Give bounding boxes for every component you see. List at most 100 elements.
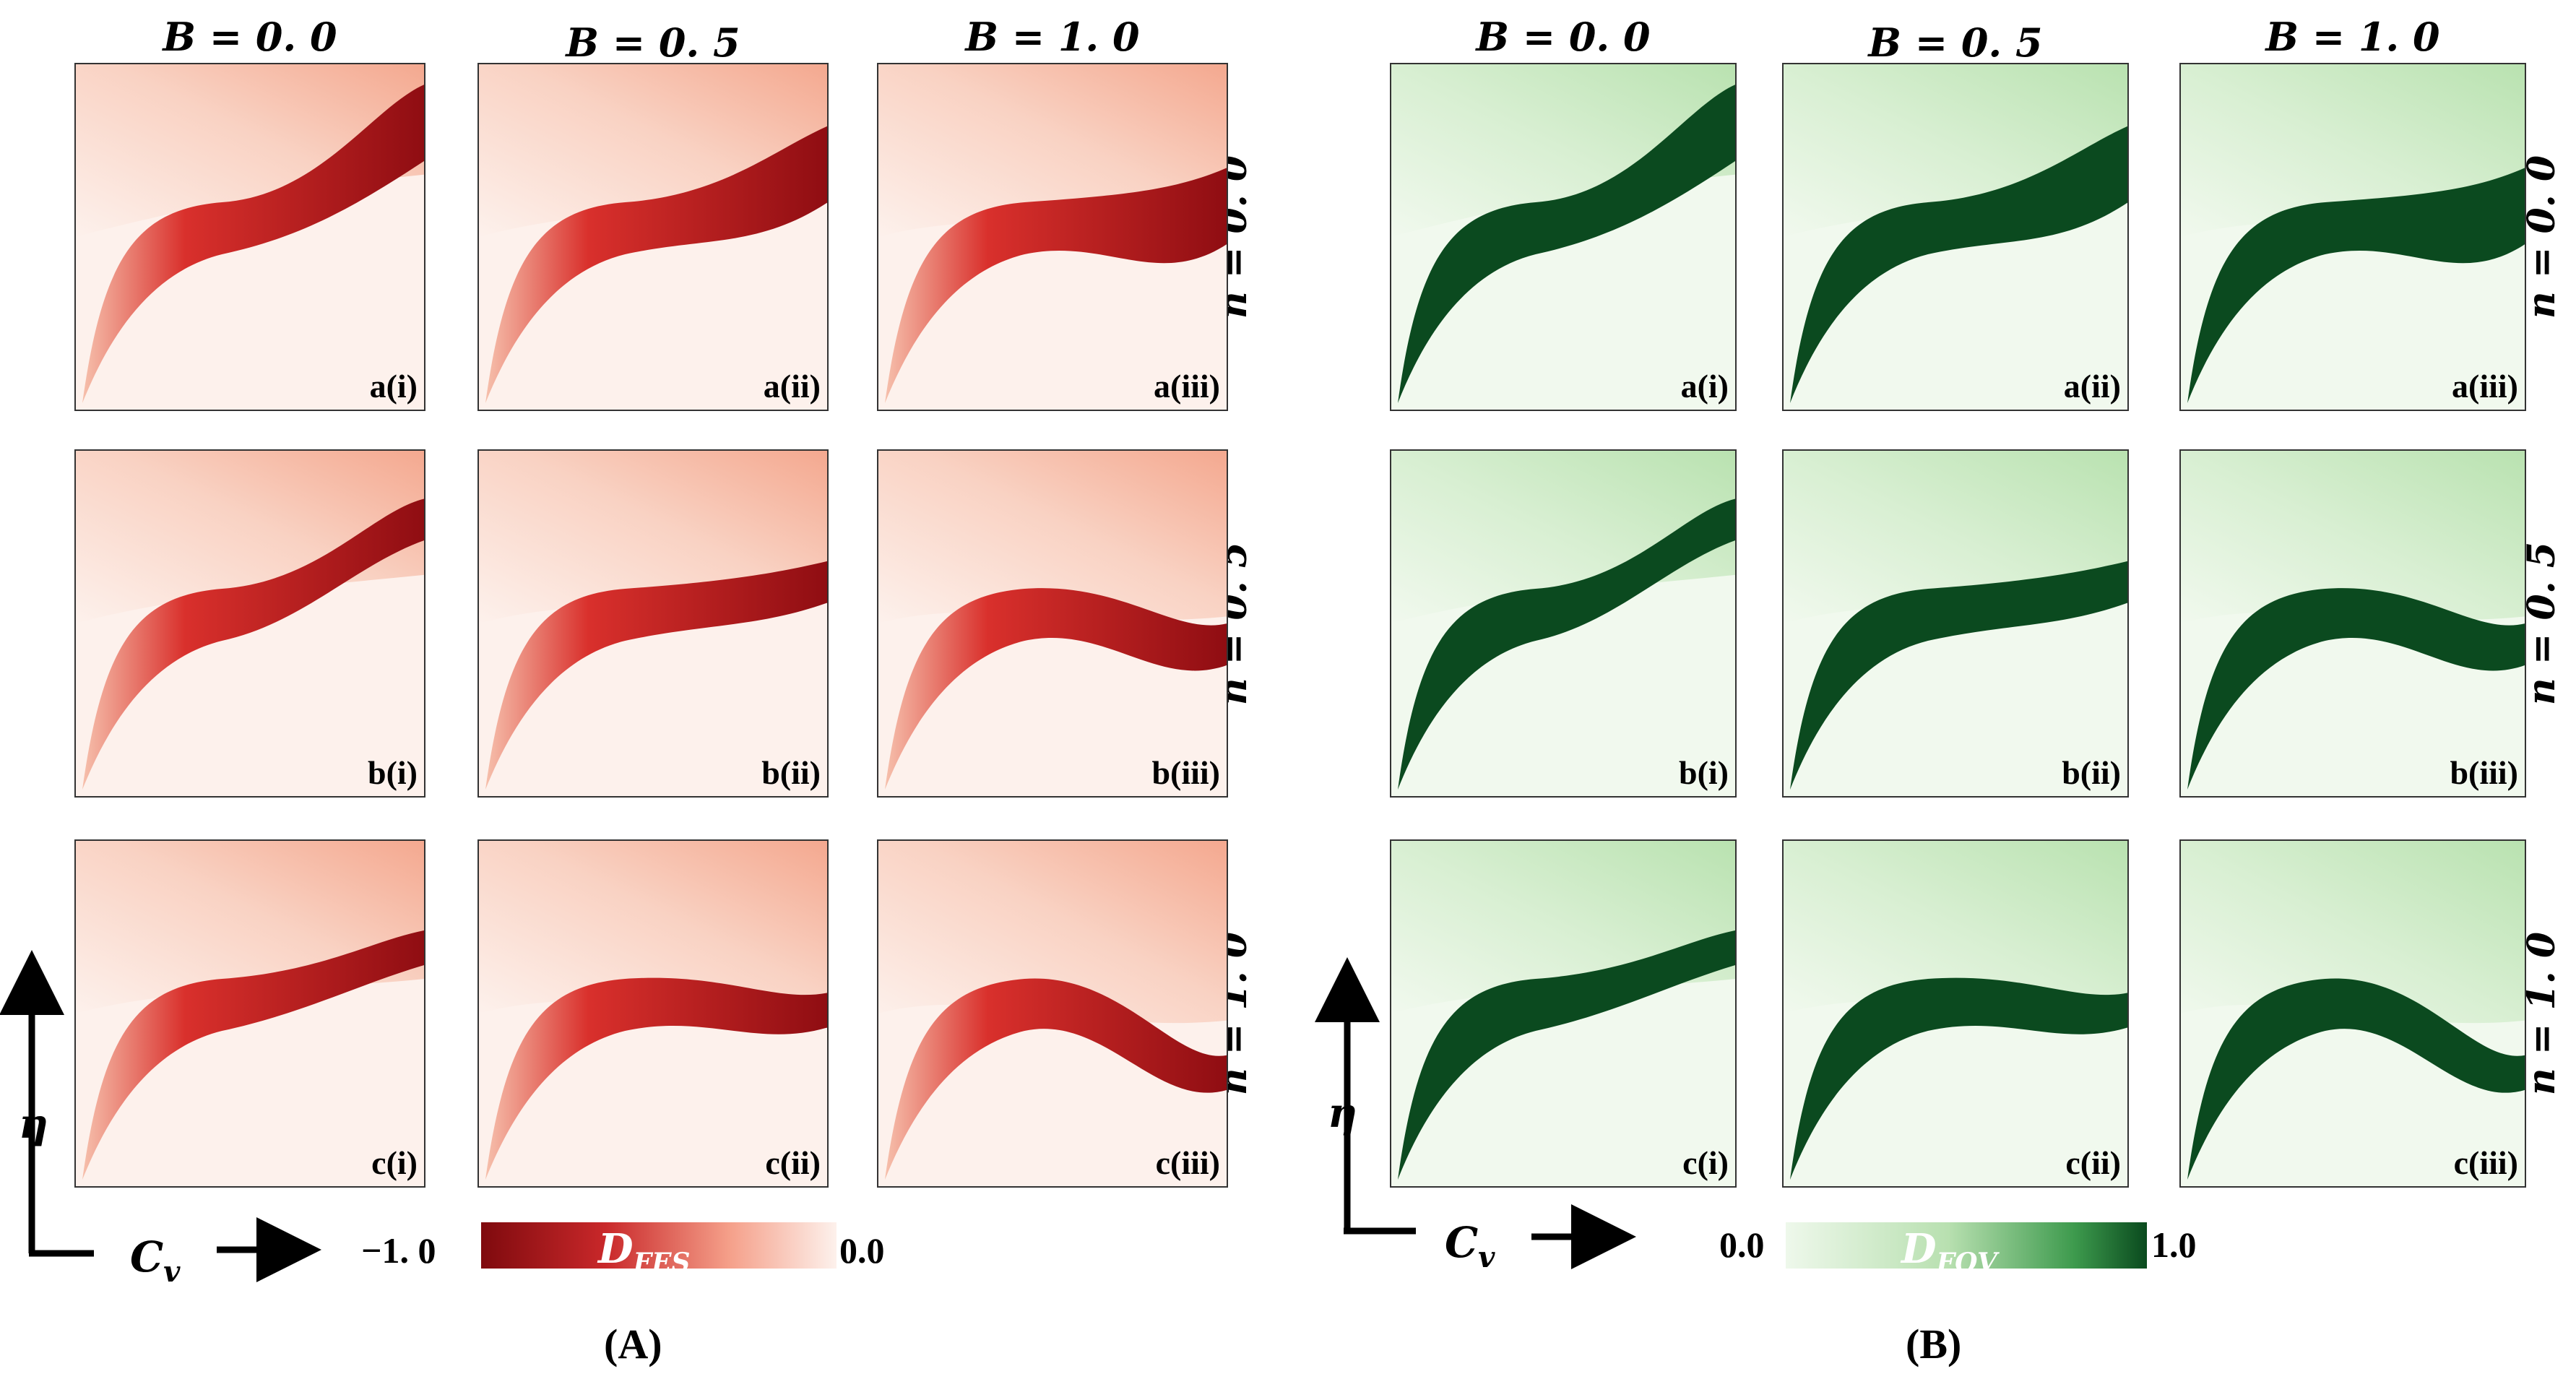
subplot-frame — [1390, 449, 1737, 798]
subplot-frame — [1782, 449, 2129, 798]
col-title: B = 1. 0 — [2264, 14, 2439, 60]
heatmap-band — [1398, 498, 1736, 790]
heatmap-upper-region — [878, 450, 1227, 623]
heatmap-subplot: b(iii) — [2179, 449, 2526, 798]
subplot-label: b(iii) — [1151, 754, 1220, 791]
heatmap-upper-region — [478, 840, 828, 1014]
subplot-frame — [877, 63, 1228, 411]
subplot-label: b(ii) — [2062, 754, 2121, 791]
row-title: n = 1. 0 — [2520, 932, 2564, 1095]
subplot-label: c(ii) — [2065, 1144, 2121, 1181]
heatmap-band — [885, 978, 1227, 1180]
heatmap-band — [2187, 588, 2525, 790]
col-title: B = 1. 0 — [964, 14, 1139, 60]
subplot-label: b(i) — [1679, 754, 1729, 791]
subplot-frame — [74, 63, 425, 411]
heatmap-band — [1398, 930, 1736, 1180]
subplot-label: c(i) — [1682, 1144, 1729, 1181]
subplot-frame — [477, 839, 829, 1188]
axis-indicator-a: η Cv — [0, 950, 321, 1289]
subplot-frame — [74, 449, 425, 798]
axis-indicator-b: η Cv — [1315, 957, 1636, 1274]
heatmap-band — [885, 168, 1227, 403]
eta-label-b: η — [1328, 1089, 1357, 1137]
subplot-frame — [477, 63, 829, 411]
colorbar-a-min: −1. 0 — [361, 1230, 436, 1271]
heatmap-upper-region — [1783, 840, 2128, 1014]
heatmap-upper-region — [878, 840, 1227, 1024]
heatmap-band — [1398, 84, 1736, 404]
colorbar-b-gradient — [1786, 1222, 2147, 1269]
cv-label-b: Cv — [1445, 1218, 1495, 1274]
heatmap-band — [2187, 168, 2525, 403]
subplot-label: a(iii) — [1154, 368, 1220, 405]
heatmap-subplot: a(i) — [1390, 63, 1737, 411]
heatmap-subplot: a(iii) — [877, 63, 1228, 411]
subplot-label: c(iii) — [1156, 1144, 1220, 1181]
panel-label-a: (A) — [604, 1321, 662, 1367]
heatmap-subplot: b(i) — [74, 449, 425, 798]
subplot-label: b(i) — [368, 754, 418, 791]
heatmap-band — [485, 977, 828, 1180]
heatmap-band — [2187, 978, 2525, 1180]
heatmap-band — [485, 126, 828, 403]
panel-b: B = 0. 0 B = 0. 5 B = 1. 0 n = 0. 0 n = 0. 5… — [1390, 14, 2564, 1188]
heatmap-subplot: b(iii) — [877, 449, 1228, 798]
subplot-frame — [477, 449, 829, 798]
heatmap-subplot: b(ii) — [477, 449, 829, 798]
heatmap-band — [885, 588, 1227, 790]
subplot-frame — [1390, 63, 1737, 411]
subplot-label: c(iii) — [2454, 1144, 2518, 1181]
subplot-label: c(ii) — [765, 1144, 821, 1181]
col-title: B = 0. 5 — [1867, 20, 2042, 66]
heatmap-band — [82, 498, 425, 790]
heatmap-band — [485, 561, 828, 790]
subplot-label: b(ii) — [761, 754, 821, 791]
eta-label-a: η — [19, 1100, 48, 1148]
colorbar-b-max: 1.0 — [2151, 1224, 2197, 1265]
subplot-label: a(ii) — [764, 368, 821, 405]
heatmap-subplot: c(iii) — [2179, 839, 2526, 1188]
heatmap-subplot: c(ii) — [1782, 839, 2129, 1188]
colorbar-a-title: DFES — [597, 1225, 691, 1278]
subplot-label: b(iii) — [2450, 754, 2518, 791]
subplot-frame — [2179, 839, 2526, 1188]
subplot-frame — [2179, 63, 2526, 411]
heatmap-subplot: c(iii) — [877, 839, 1228, 1188]
heatmap-subplot: b(ii) — [1782, 449, 2129, 798]
heatmap-subplot: a(i) — [74, 63, 425, 411]
subplot-label: a(ii) — [2064, 368, 2121, 405]
row-title: n = 0. 5 — [2520, 542, 2564, 705]
heatmap-subplot: a(iii) — [2179, 63, 2526, 411]
heatmap-subplot: b(i) — [1390, 449, 1737, 798]
heatmap-upper-region — [75, 64, 425, 237]
panel-label-b: (B) — [1906, 1321, 1961, 1367]
subplot-frame — [877, 839, 1228, 1188]
subplot-frame — [877, 449, 1228, 798]
row-title: n = 0. 0 — [2520, 155, 2564, 319]
subplot-frame — [74, 839, 425, 1188]
heatmap-band — [1790, 977, 2128, 1180]
subplot-label: c(i) — [371, 1144, 418, 1181]
heatmap-band — [82, 84, 425, 404]
subplot-label: a(i) — [370, 368, 418, 405]
subplot-frame — [1782, 63, 2129, 411]
heatmap-upper-region — [2180, 840, 2525, 1024]
heatmap-subplot: c(i) — [1390, 839, 1737, 1188]
heatmap-subplot: c(ii) — [477, 839, 829, 1188]
colorbar-b-title: DFOV — [1900, 1225, 2000, 1278]
heatmap-subplot: a(ii) — [477, 63, 829, 411]
col-title: B = 0. 5 — [564, 20, 740, 66]
heatmap-upper-region — [1391, 64, 1736, 237]
colorbar-a-gradient — [481, 1222, 837, 1269]
colorbar-a-max: 0.0 — [839, 1230, 885, 1271]
colorbar-b: 0.0 DFOV 1.0 — [1719, 1222, 2197, 1278]
cv-label-a: Cv — [130, 1232, 181, 1289]
colorbar-a: −1. 0 DFES 0.0 — [361, 1222, 885, 1278]
heatmap-band — [1790, 561, 2128, 790]
heatmap-upper-region — [2180, 450, 2525, 623]
subplot-label: a(i) — [1681, 368, 1729, 405]
subplot-frame — [1782, 839, 2129, 1188]
